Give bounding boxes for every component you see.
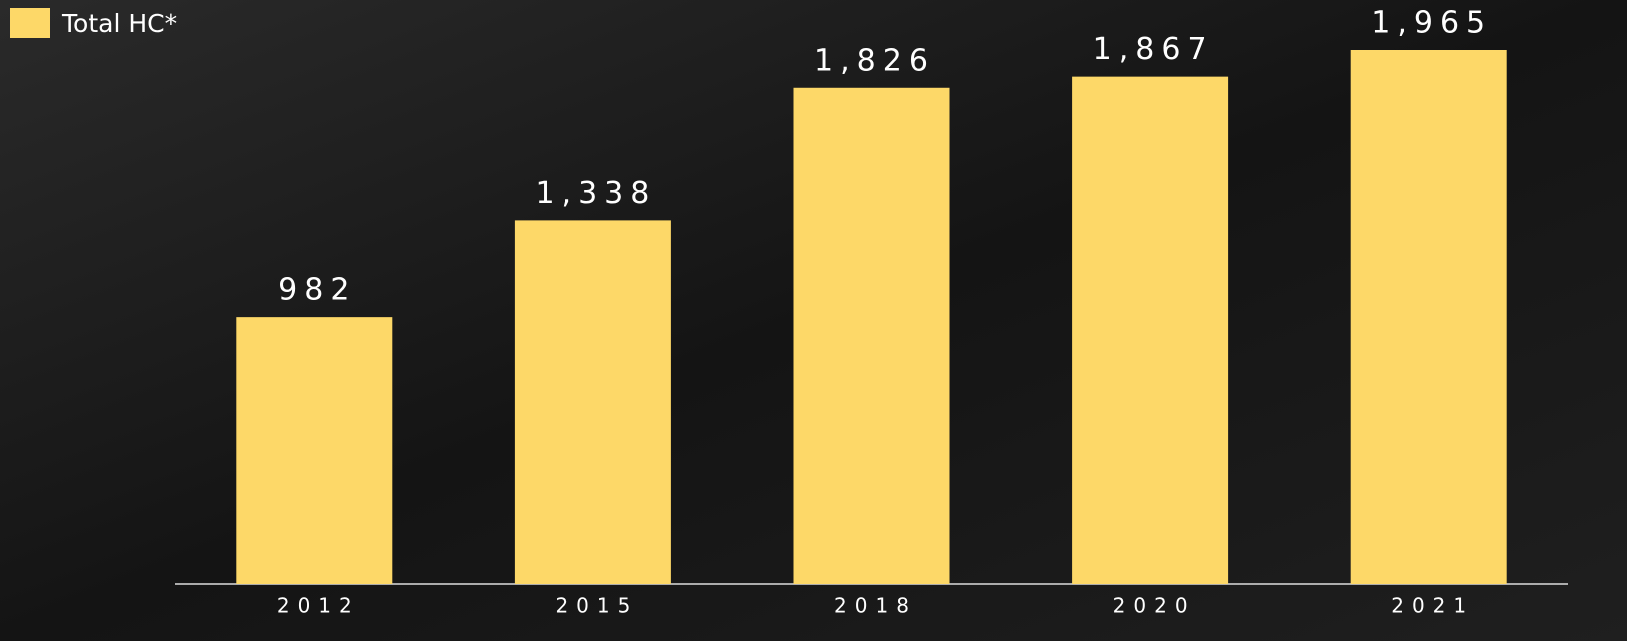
value-label: 1,826 — [814, 43, 935, 78]
x-tick-label: 2020 — [1113, 594, 1196, 618]
bar — [793, 87, 950, 584]
bar — [236, 317, 393, 584]
value-label: 1,965 — [1371, 6, 1492, 41]
bar — [1350, 50, 1507, 584]
value-label: 1,867 — [1093, 32, 1214, 67]
x-tick-label: 2015 — [555, 594, 638, 618]
value-label: 982 — [278, 273, 356, 308]
x-tick-label: 2018 — [834, 594, 917, 618]
x-tick-label: 2012 — [277, 594, 360, 618]
x-tick-label: 2021 — [1391, 594, 1474, 618]
bar — [1072, 76, 1229, 585]
value-label: 1,338 — [535, 176, 656, 211]
bar — [514, 220, 671, 584]
legend-label: Total HC* — [61, 9, 177, 38]
legend-swatch — [10, 8, 50, 38]
